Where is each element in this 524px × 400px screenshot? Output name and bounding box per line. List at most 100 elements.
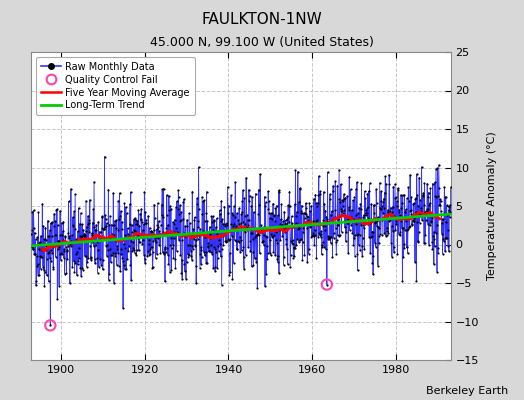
Point: [107, 252, 115, 258]
Point: [413, 192, 422, 198]
Point: [424, 220, 432, 227]
Point: [292, 209, 301, 215]
Point: [315, 191, 324, 197]
Point: [413, 219, 421, 225]
Point: [331, 225, 340, 232]
Point: [261, 199, 270, 205]
Point: [174, 230, 182, 236]
Point: [79, 227, 88, 233]
Point: [347, 222, 355, 229]
Point: [187, 253, 195, 260]
Point: [100, 225, 108, 232]
Point: [78, 221, 86, 228]
Point: [187, 233, 195, 240]
Point: [67, 186, 75, 192]
Point: [272, 202, 281, 209]
Point: [426, 185, 434, 192]
Point: [47, 247, 56, 253]
Point: [380, 190, 389, 196]
Point: [441, 248, 449, 254]
Point: [223, 238, 231, 244]
Point: [324, 235, 333, 242]
Point: [138, 227, 147, 233]
Point: [421, 240, 429, 246]
Point: [330, 215, 339, 222]
Point: [160, 251, 169, 257]
Point: [194, 164, 203, 170]
Point: [335, 232, 344, 239]
Point: [429, 180, 437, 187]
Point: [372, 186, 380, 192]
Point: [31, 251, 39, 258]
Point: [315, 232, 324, 238]
Point: [366, 216, 375, 222]
Point: [445, 214, 454, 220]
Point: [149, 249, 157, 255]
Point: [55, 282, 63, 289]
Point: [274, 252, 282, 259]
Point: [84, 212, 92, 219]
Point: [405, 198, 413, 204]
Point: [250, 225, 258, 231]
Point: [442, 219, 451, 225]
Point: [157, 202, 166, 208]
Point: [407, 194, 416, 200]
Point: [88, 239, 96, 245]
Point: [430, 261, 438, 268]
Point: [194, 224, 202, 230]
Point: [202, 260, 210, 266]
Point: [321, 226, 329, 233]
Point: [401, 218, 410, 224]
Point: [297, 208, 305, 215]
Point: [300, 252, 309, 258]
Point: [129, 216, 138, 223]
Point: [353, 251, 362, 257]
Point: [435, 202, 444, 208]
Point: [137, 234, 146, 240]
Point: [296, 237, 304, 244]
Point: [166, 269, 174, 276]
Point: [56, 208, 64, 214]
Point: [323, 281, 331, 288]
Point: [365, 234, 374, 240]
Point: [32, 253, 41, 260]
Point: [322, 218, 331, 224]
Point: [314, 192, 323, 198]
Point: [152, 239, 160, 246]
Point: [210, 218, 218, 224]
Point: [356, 247, 364, 254]
Point: [29, 246, 37, 253]
Point: [402, 206, 410, 213]
Point: [130, 227, 138, 233]
Point: [279, 226, 287, 232]
Point: [261, 283, 269, 290]
Point: [343, 220, 351, 226]
Point: [392, 198, 401, 204]
Point: [425, 200, 434, 206]
Point: [174, 194, 183, 200]
Point: [222, 238, 231, 244]
Point: [176, 218, 184, 224]
Point: [106, 213, 114, 219]
Point: [81, 233, 89, 239]
Point: [339, 210, 347, 216]
Point: [61, 239, 70, 245]
Point: [203, 244, 212, 250]
Point: [406, 223, 414, 230]
Point: [32, 278, 40, 284]
Point: [110, 280, 118, 286]
Point: [133, 218, 141, 225]
Point: [39, 267, 48, 273]
Point: [170, 229, 178, 236]
Point: [175, 237, 183, 243]
Point: [412, 194, 420, 201]
Point: [158, 212, 166, 218]
Point: [421, 209, 429, 215]
Point: [102, 222, 110, 229]
Text: Berkeley Earth: Berkeley Earth: [426, 386, 508, 396]
Point: [343, 216, 352, 223]
Point: [409, 200, 418, 207]
Point: [184, 232, 193, 239]
Point: [136, 210, 145, 217]
Point: [287, 224, 296, 230]
